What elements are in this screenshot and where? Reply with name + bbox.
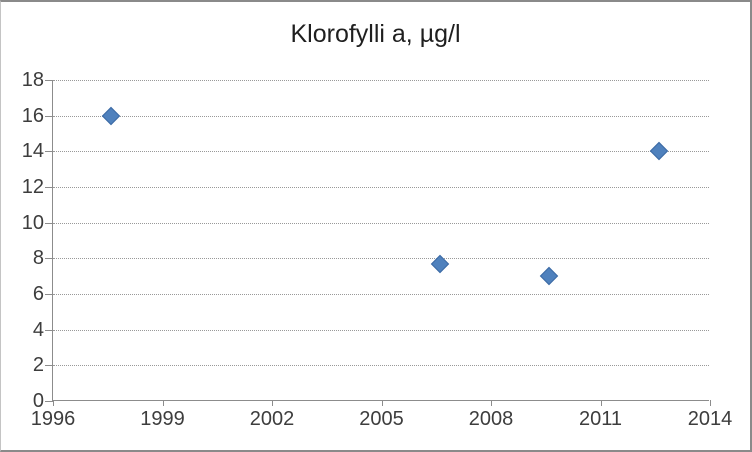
gridline [53, 365, 709, 367]
x-tick-label: 2008 [468, 408, 514, 430]
x-axis-tick [710, 400, 711, 406]
data-point-marker[interactable] [649, 142, 669, 161]
y-axis-tick [45, 222, 53, 224]
y-tick-label: 0 [32, 390, 44, 412]
gridline [53, 151, 709, 153]
gridline [53, 258, 709, 260]
y-axis-tick [45, 151, 53, 153]
y-axis-tick [45, 329, 53, 331]
x-axis-tick [491, 400, 492, 406]
gridline [53, 80, 709, 81]
plot-area: 0 2 4 6 8 10 12 14 16 18 1996 1999 2002 2005 2008 2011 2… [22, 70, 733, 429]
x-tick-label: 1996 [30, 408, 76, 430]
y-tick-label: 8 [32, 247, 44, 270]
data-point-marker[interactable] [540, 266, 559, 286]
gridline [53, 294, 709, 295]
x-axis-tick [381, 400, 383, 406]
gridline [53, 187, 709, 188]
x-tick-label: 1999 [140, 408, 185, 430]
chart-title: Klorofylli a, µg/l [290, 20, 461, 48]
y-tick-label: 12 [21, 176, 44, 198]
y-axis-tick [45, 294, 53, 295]
gridline [53, 329, 709, 331]
x-axis-tick [53, 400, 54, 406]
x-tick-label: 2005 [359, 408, 404, 430]
y-tick-label: 16 [21, 104, 44, 127]
data-point-marker[interactable] [430, 254, 450, 273]
y-axis-tick [45, 115, 53, 117]
y-tick-label: 18 [21, 69, 44, 91]
x-axis-tick [272, 400, 273, 406]
x-tick-label: 2002 [249, 408, 295, 430]
gridline [53, 222, 709, 224]
x-axis-tick [600, 400, 602, 406]
y-axis-tick [45, 187, 53, 188]
y-axis-tick [45, 258, 53, 260]
y-axis-tick [45, 365, 53, 367]
y-tick-label: 10 [21, 211, 44, 234]
x-axis-tick [162, 400, 164, 406]
x-tick-label: 2014 [687, 408, 733, 430]
y-axis-tick [45, 401, 53, 402]
gridline [53, 115, 709, 117]
y-tick-label: 6 [32, 283, 44, 305]
y-axis-tick [45, 80, 53, 81]
data-point-marker[interactable] [102, 106, 121, 125]
x-tick-label: 2011 [578, 408, 622, 430]
y-tick-label: 2 [32, 354, 44, 377]
y-tick-label: 4 [32, 318, 44, 341]
y-tick-label: 14 [21, 140, 44, 163]
